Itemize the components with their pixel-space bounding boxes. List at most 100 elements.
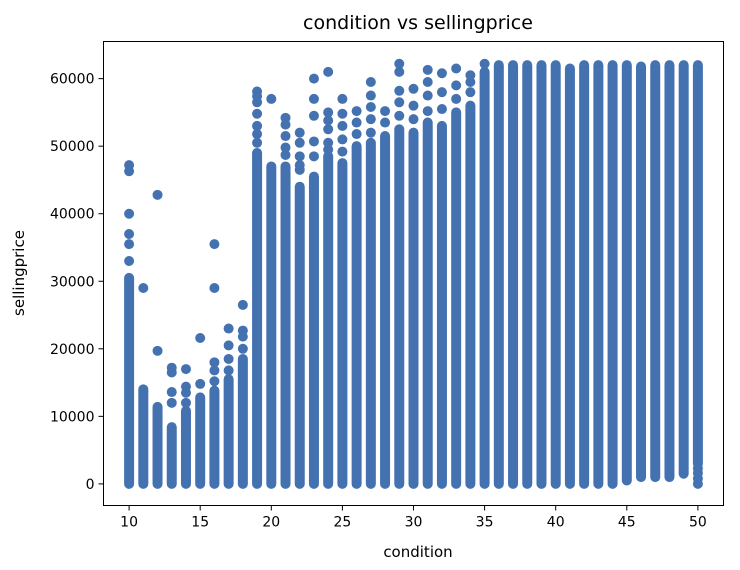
outlier-point bbox=[195, 378, 206, 389]
y-tick-label: 50000 bbox=[50, 139, 95, 155]
point-column-25 bbox=[337, 158, 348, 489]
point-column-50 bbox=[692, 60, 703, 469]
outlier-point bbox=[337, 108, 348, 119]
point-column-14 bbox=[180, 405, 191, 489]
outlier-point bbox=[394, 110, 405, 121]
outlier-point bbox=[436, 68, 447, 79]
outlier-point bbox=[365, 102, 376, 113]
chart-title: condition vs sellingprice bbox=[303, 12, 533, 34]
outlier-point bbox=[252, 86, 263, 97]
outlier-point bbox=[294, 127, 305, 138]
point-column-42 bbox=[579, 60, 590, 489]
point-column-20 bbox=[266, 161, 277, 489]
x-tick-label: 10 bbox=[120, 515, 138, 531]
outlier-point bbox=[365, 114, 376, 125]
outlier-point bbox=[337, 146, 348, 157]
outlier-point bbox=[436, 104, 447, 115]
point-column-45 bbox=[621, 60, 632, 486]
outlier-point bbox=[308, 93, 319, 104]
outlier-point bbox=[451, 93, 462, 104]
outlier-point bbox=[323, 66, 334, 77]
outlier-point bbox=[124, 208, 135, 219]
outlier-point bbox=[152, 345, 163, 356]
point-column-36 bbox=[493, 60, 504, 489]
outlier-point bbox=[479, 58, 490, 69]
outlier-point bbox=[394, 85, 405, 96]
outlier-point bbox=[280, 131, 291, 142]
outlier-point bbox=[223, 323, 234, 334]
outlier-point bbox=[124, 256, 135, 267]
point-column-43 bbox=[593, 60, 604, 489]
data-points bbox=[124, 58, 703, 489]
outlier-point bbox=[237, 325, 248, 336]
outlier-point bbox=[252, 137, 263, 148]
y-tick-label: 60000 bbox=[50, 72, 95, 88]
outlier-point bbox=[166, 387, 177, 398]
outlier-point bbox=[323, 107, 334, 118]
outlier-point bbox=[323, 124, 334, 135]
point-column-12 bbox=[152, 401, 163, 489]
point-column-32 bbox=[436, 120, 447, 489]
point-column-33 bbox=[451, 107, 462, 489]
outlier-point bbox=[422, 64, 433, 75]
y-tick-label: 0 bbox=[86, 477, 95, 493]
outlier-point bbox=[252, 120, 263, 131]
point-column-38 bbox=[522, 60, 533, 489]
outlier-point bbox=[152, 189, 163, 200]
y-axis-label: sellingprice bbox=[10, 230, 28, 316]
outlier-point bbox=[422, 106, 433, 117]
point-column-29 bbox=[394, 124, 405, 489]
y-tick-label: 40000 bbox=[50, 207, 95, 223]
point-column-21 bbox=[280, 161, 291, 489]
outlier-point bbox=[209, 357, 220, 368]
y-tick-label: 30000 bbox=[50, 274, 95, 290]
outlier-point bbox=[294, 151, 305, 162]
point-column-31 bbox=[422, 117, 433, 489]
x-tick-label: 50 bbox=[689, 515, 707, 531]
point-column-34 bbox=[465, 100, 476, 489]
outlier-point bbox=[380, 117, 391, 128]
outlier-point bbox=[422, 77, 433, 88]
outlier-point bbox=[365, 77, 376, 88]
outlier-point bbox=[394, 97, 405, 108]
point-column-47 bbox=[650, 60, 661, 483]
outlier-point bbox=[209, 365, 220, 376]
outlier-point bbox=[124, 228, 135, 239]
outlier-point bbox=[351, 129, 362, 140]
outlier-point bbox=[294, 137, 305, 148]
outlier-point bbox=[166, 397, 177, 408]
outlier-point bbox=[692, 463, 703, 474]
x-tick-label: 40 bbox=[547, 515, 565, 531]
outlier-point bbox=[323, 115, 334, 126]
x-tick-label: 35 bbox=[476, 515, 494, 531]
x-tick-label: 15 bbox=[191, 515, 209, 531]
outlier-point bbox=[436, 87, 447, 98]
y-tick-label: 20000 bbox=[50, 342, 95, 358]
point-column-18 bbox=[237, 353, 248, 489]
point-column-10 bbox=[124, 272, 135, 489]
outlier-point bbox=[351, 106, 362, 117]
point-column-30 bbox=[408, 127, 419, 489]
outlier-point bbox=[124, 239, 135, 250]
outlier-point bbox=[223, 353, 234, 364]
point-column-28 bbox=[380, 131, 391, 489]
point-column-40 bbox=[550, 60, 561, 489]
point-column-11 bbox=[138, 384, 149, 489]
point-column-39 bbox=[536, 60, 547, 489]
point-column-22 bbox=[294, 181, 305, 489]
outlier-point bbox=[237, 299, 248, 310]
point-column-16 bbox=[209, 385, 220, 489]
x-axis-label: condition bbox=[383, 543, 452, 561]
x-tick-label: 20 bbox=[262, 515, 280, 531]
outlier-point bbox=[408, 83, 419, 94]
point-column-41 bbox=[564, 63, 575, 489]
outlier-point bbox=[138, 283, 149, 294]
point-column-26 bbox=[351, 141, 362, 489]
outlier-point bbox=[308, 151, 319, 162]
outlier-point bbox=[280, 142, 291, 153]
outlier-point bbox=[394, 58, 405, 69]
outlier-point bbox=[365, 127, 376, 138]
outlier-point bbox=[465, 70, 476, 81]
outlier-point bbox=[422, 90, 433, 101]
point-column-27 bbox=[365, 137, 376, 489]
